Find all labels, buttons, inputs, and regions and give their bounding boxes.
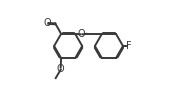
Text: O: O [43, 18, 51, 28]
Text: O: O [57, 64, 64, 74]
Text: O: O [78, 29, 85, 39]
Text: F: F [126, 41, 132, 51]
